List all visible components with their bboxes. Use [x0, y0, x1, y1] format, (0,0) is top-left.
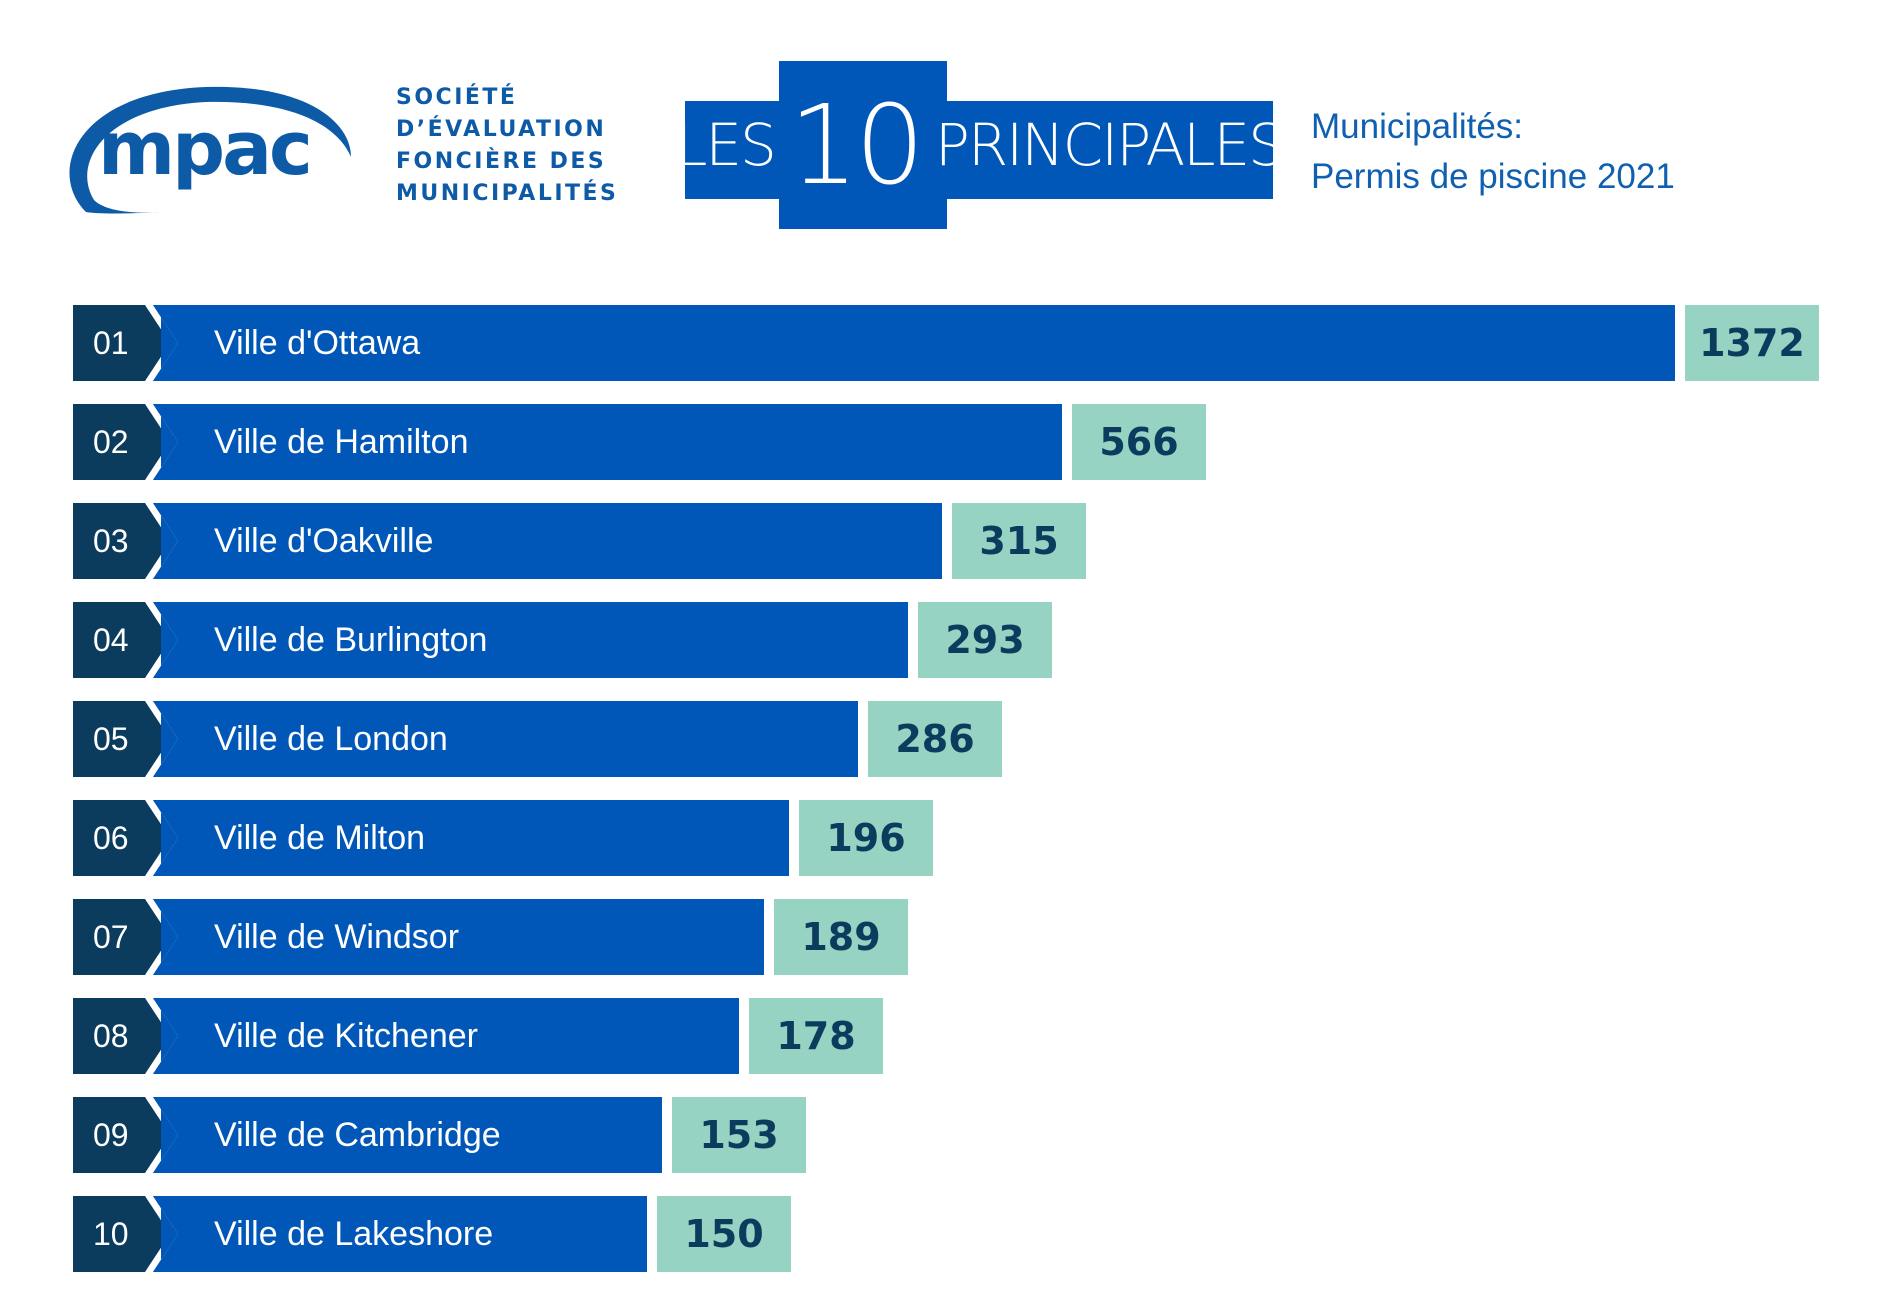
- rank-badge: 04: [73, 602, 153, 678]
- chevron-icon: [141, 404, 178, 480]
- rank-badge: 10: [73, 1196, 153, 1272]
- chevron-icon: [141, 602, 178, 678]
- rank-badge: 01: [73, 305, 153, 381]
- rank-badge: 08: [73, 998, 153, 1074]
- bar: [141, 404, 1062, 480]
- value-label: 286: [868, 701, 1002, 777]
- category-label: Ville d'Ottawa: [214, 324, 421, 362]
- category-label: Ville de Kitchener: [214, 1017, 478, 1055]
- bar-row: 01 Ville d'Ottawa 1372: [73, 305, 1819, 381]
- bar-row: 06 Ville de Milton 196: [73, 800, 933, 876]
- category-label: Ville de Hamilton: [214, 423, 469, 461]
- bar-row: 08 Ville de Kitchener 178: [73, 998, 883, 1074]
- bar: [141, 305, 1675, 381]
- mpac-logo: mpac: [69, 86, 352, 214]
- org-line: D’ÉVALUATION: [396, 117, 607, 142]
- org-line: SOCIÉTÉ: [396, 85, 518, 110]
- category-label: Ville de Lakeshore: [214, 1215, 494, 1253]
- rank-badge: 02: [73, 404, 153, 480]
- bar: [141, 602, 908, 678]
- rank-badge: 03: [73, 503, 153, 579]
- rank-badge: 09: [73, 1097, 153, 1173]
- chevron-icon: [141, 701, 178, 777]
- org-line: FONCIÈRE DES: [396, 149, 607, 174]
- category-label: Ville de Cambridge: [214, 1116, 501, 1154]
- bar-row: 05 Ville de London 286: [73, 701, 1002, 777]
- chevron-icon: [141, 899, 178, 975]
- category-label: Ville de London: [214, 720, 448, 758]
- bar: [141, 503, 942, 579]
- chevron-icon: [141, 1196, 178, 1272]
- subtitle-line1: Municipalités:: [1311, 107, 1524, 146]
- chevron-icon: [141, 998, 178, 1074]
- rank-badge: 06: [73, 800, 153, 876]
- bar-row: 04 Ville de Burlington 293: [73, 602, 1052, 678]
- subtitle-line2: Permis de piscine 2021: [1311, 157, 1675, 196]
- bar: [141, 1196, 647, 1272]
- bar-row: 07 Ville de Windsor 189: [73, 899, 908, 975]
- value-label: 293: [918, 602, 1052, 678]
- category-label: Ville de Windsor: [214, 918, 460, 956]
- bar-row: 02 Ville de Hamilton 566: [73, 404, 1206, 480]
- subtitle: Municipalités: Permis de piscine 2021: [1311, 102, 1675, 202]
- title-number: 10: [788, 81, 925, 209]
- category-label: Ville de Burlington: [214, 621, 488, 659]
- chevron-icon: [141, 503, 178, 579]
- category-label: Ville de Milton: [214, 819, 426, 857]
- bar: [141, 899, 764, 975]
- chevron-icon: [141, 305, 178, 381]
- chevron-icon: [141, 800, 178, 876]
- value-label: 196: [799, 800, 933, 876]
- title-box-accent: [779, 61, 947, 229]
- value-label: 566: [1072, 404, 1206, 480]
- page-title: LES 10 PRINCIPALES: [675, 61, 1285, 229]
- bar-row: 10 Ville de Lakeshore 150: [73, 1196, 791, 1272]
- title-suffix: PRINCIPALES: [934, 111, 1285, 179]
- bar: [141, 701, 858, 777]
- value-label: 178: [749, 998, 883, 1074]
- organization-name: SOCIÉTÉ D’ÉVALUATION FONCIÈRE DES MUNICI…: [396, 82, 618, 210]
- org-line: MUNICIPALITÉS: [396, 181, 619, 206]
- value-label: 150: [657, 1196, 791, 1272]
- value-label: 189: [774, 899, 908, 975]
- value-label: 315: [952, 503, 1086, 579]
- title-prefix: LES: [675, 111, 777, 179]
- bar: [141, 1097, 662, 1173]
- bar: [141, 800, 789, 876]
- bar: [141, 998, 739, 1074]
- value-label: 1372: [1685, 305, 1819, 381]
- rank-badge: 05: [73, 701, 153, 777]
- bar-row: 09 Ville de Cambridge 153: [73, 1097, 806, 1173]
- chevron-icon: [141, 1097, 178, 1173]
- rank-badge: 07: [73, 899, 153, 975]
- logo-text: mpac: [98, 106, 310, 192]
- bar-row: 03 Ville d'Oakville 315: [73, 503, 1086, 579]
- category-label: Ville d'Oakville: [214, 522, 434, 560]
- value-label: 153: [672, 1097, 806, 1173]
